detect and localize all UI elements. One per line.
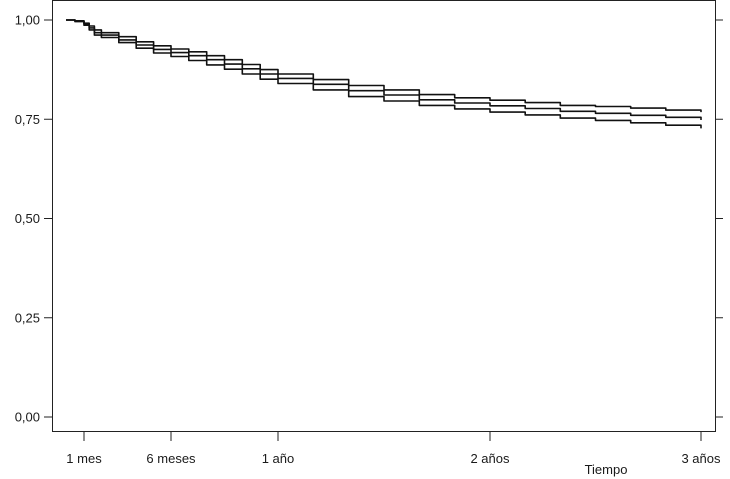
plot-frame: [52, 0, 716, 432]
series-line-3: [66, 19, 702, 129]
series-line-2: [66, 19, 702, 120]
x-tick-label: 2 años: [470, 451, 510, 466]
y-tick-label: 0,25: [15, 310, 40, 325]
y-tick-label: 0,75: [15, 112, 40, 127]
y-axis: 0,00 0,25 0,50 0,75 1,00: [15, 13, 723, 425]
y-tick-label: 0,00: [15, 410, 40, 425]
x-tick-label: 1 mes: [66, 451, 102, 466]
x-axis: 1 mes 6 meses 1 año 2 años 3 años: [66, 432, 721, 466]
y-tick-label: 0,50: [15, 211, 40, 226]
x-axis-title: Tiempo: [585, 462, 628, 477]
x-tick-label: 1 año: [262, 451, 295, 466]
x-tick-label: 6 meses: [146, 451, 196, 466]
y-tick-label: 1,00: [15, 13, 40, 28]
series-line-1: [66, 19, 702, 113]
x-tick-label: 3 años: [681, 451, 721, 466]
series-layer: [66, 19, 702, 129]
